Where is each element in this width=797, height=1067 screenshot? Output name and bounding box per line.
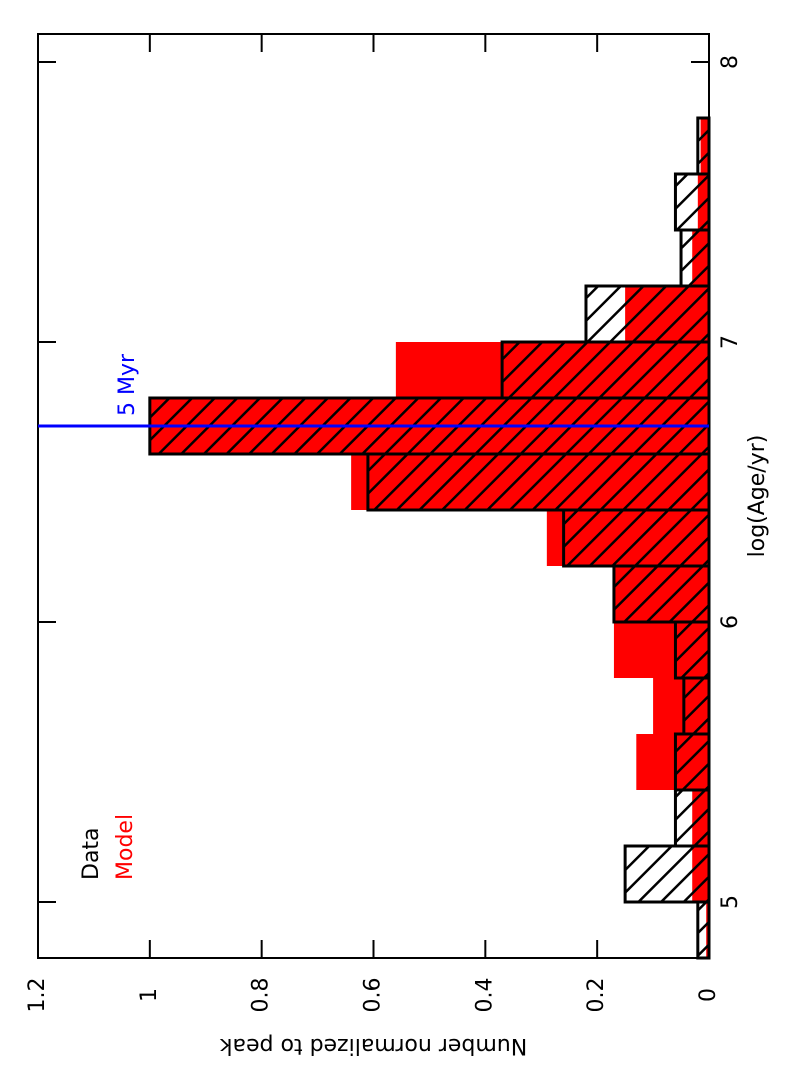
y-tick-label: 0.6: [361, 978, 386, 1013]
x-tick-label: 8: [718, 55, 743, 69]
data-bar: [366, 452, 711, 512]
y-tick-label: 0: [696, 988, 721, 1002]
data-bar: [682, 676, 711, 736]
data-bar: [623, 844, 711, 904]
annotation-label: 5 Myr: [115, 353, 140, 416]
y-tick-label: 0.2: [584, 978, 609, 1013]
y-tick-label: 0.4: [472, 978, 497, 1013]
y-tick-label: 1.2: [25, 978, 50, 1013]
x-tick-label: 7: [718, 335, 743, 349]
data-bar: [612, 564, 711, 624]
data-bar: [584, 284, 711, 344]
legend-label: Data: [79, 827, 104, 880]
data-bar: [696, 116, 711, 176]
x-tick-label: 6: [718, 615, 743, 629]
data-bar: [500, 340, 711, 400]
data-bar: [673, 620, 711, 680]
data-bar: [679, 228, 711, 288]
y-tick-label: 1: [137, 988, 162, 1002]
data-bar: [673, 172, 711, 232]
data-bar: [562, 508, 711, 568]
data-bar: [673, 788, 711, 848]
data-bar: [673, 732, 711, 792]
y-axis-label: Number normalized to peak: [220, 1033, 528, 1058]
data-bar: [696, 900, 711, 960]
y-tick-label: 0.8: [249, 978, 274, 1013]
x-tick-label: 5: [718, 895, 743, 909]
x-axis-label: log(Age/yr): [745, 435, 770, 558]
legend-label: Model: [113, 814, 138, 880]
